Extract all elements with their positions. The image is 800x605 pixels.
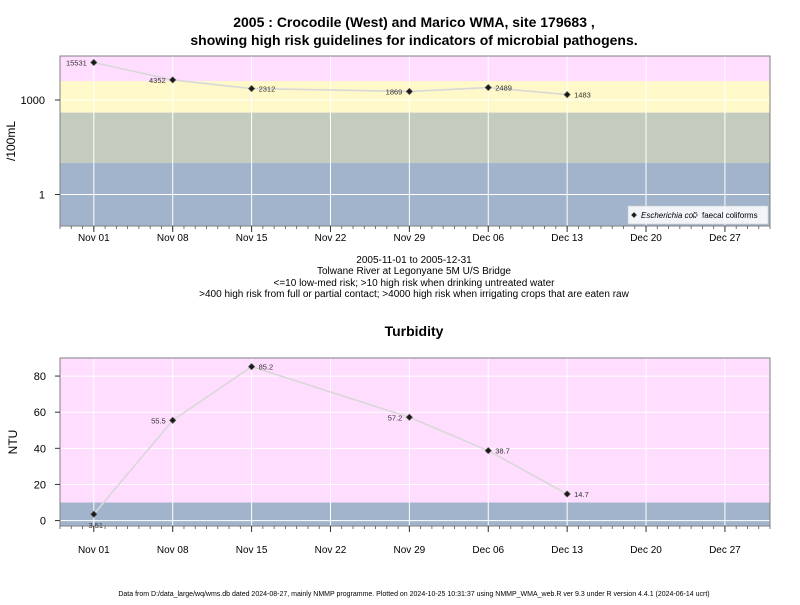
plot-frame (59, 55, 771, 227)
x-tick-label: Dec 20 (630, 233, 662, 244)
y-tick-label: 40 (34, 443, 46, 455)
data-label: 38.7 (495, 447, 510, 456)
x-tick-label: Nov 08 (157, 233, 189, 244)
series-line-0 (93, 61, 568, 96)
x-tick-label: Dec 27 (709, 545, 741, 556)
info-contact-guideline: >400 high risk from full or partial cont… (199, 289, 629, 300)
data-point (247, 84, 256, 93)
legend-marker-0 (631, 212, 637, 218)
data-label: 2489 (495, 84, 512, 93)
y-tick-label: 20 (34, 479, 46, 491)
risk-band-3 (60, 56, 770, 82)
data-point (169, 76, 177, 84)
data-label: 2312 (259, 85, 276, 94)
main-title-line2: showing high risk guidelines for indicat… (190, 32, 637, 48)
data-label: 85.2 (259, 363, 274, 372)
x-tick-label: Dec 06 (472, 233, 504, 244)
x-tick-label: Nov 29 (394, 545, 426, 556)
y-tick-label: 60 (34, 407, 46, 419)
y-tick-label: 1 (39, 190, 45, 202)
y-tick-label: 80 (34, 371, 46, 383)
microbial-chart-panel: Nov 01 Nov 08 Nov 15 Nov 22 Nov 29 Dec 06 Dec … (4, 55, 771, 244)
risk-band-1 (60, 358, 770, 503)
data-point (169, 416, 177, 424)
legend-marker-1 (692, 212, 698, 218)
x-tick-label: Dec 27 (709, 233, 741, 244)
legend: Escherichia coli faecal coliforms (627, 205, 769, 225)
info-site-name: Tolwane River at Legonyane 5M U/S Bridge (317, 266, 511, 277)
turbidity-chart-panel: Nov 01 Nov 08 Nov 15 Nov 22 Nov 29 Dec 06 Dec … (6, 323, 771, 556)
main-title-line1: 2005 : Crocodile (West) and Marico WMA, … (233, 14, 595, 30)
risk-band-2 (60, 81, 770, 113)
plot-frame (59, 357, 771, 527)
x-tick-label: Nov 08 (157, 545, 189, 556)
data-point (405, 413, 413, 421)
data-point (563, 490, 571, 498)
x-tick-label: Nov 22 (315, 545, 347, 556)
data-label: 14.7 (574, 490, 589, 499)
risk-band-0 (60, 502, 770, 526)
x-tick-label: Dec 20 (630, 545, 662, 556)
footer-provenance: Data from D:/data_large/wq/wms.db dated … (118, 591, 709, 598)
data-label: 1869 (386, 87, 403, 96)
x-tick-label: Nov 01 (78, 545, 110, 556)
data-label: 15531 (66, 59, 87, 68)
data-point (484, 83, 492, 92)
x-tick-label: Nov 01 (78, 233, 110, 244)
x-tick-label: Dec 13 (551, 233, 583, 244)
info-drinking-guideline: <=10 low-med risk; >10 high risk when dr… (274, 278, 556, 289)
data-point (563, 91, 571, 99)
legend-entry: Escherichia coli (641, 211, 697, 220)
risk-band-1 (60, 112, 770, 164)
y-tick-label: 1000 (21, 95, 45, 107)
series-line-0 (93, 365, 568, 515)
legend-box (627, 205, 769, 225)
x-tick-label: Nov 22 (315, 233, 347, 244)
x-tick-label: Dec 06 (472, 545, 504, 556)
data-label: 57.2 (388, 413, 403, 422)
data-point (484, 447, 492, 455)
y-axis-label: NTU (6, 430, 20, 455)
data-point (247, 363, 256, 371)
info-date-range: 2005-11-01 to 2005-12-31 (356, 255, 472, 266)
data-point (405, 87, 413, 96)
x-tick-label: Nov 15 (236, 233, 268, 244)
x-tick-label: Dec 13 (551, 545, 583, 556)
x-tick-label: Nov 15 (236, 545, 268, 556)
data-label: 4352 (149, 76, 166, 85)
x-tick-label: Nov 29 (394, 233, 426, 244)
data-point (90, 510, 98, 518)
data-label: 3.51 (89, 521, 104, 530)
legend-entry: faecal coliforms (702, 211, 758, 220)
panel-title: Turbidity (385, 323, 444, 339)
y-axis-label: /100mL (4, 121, 18, 161)
data-label: 55.5 (151, 416, 166, 425)
data-point (90, 58, 98, 67)
y-tick-label: 0 (40, 516, 46, 528)
data-label: 1483 (574, 91, 591, 100)
